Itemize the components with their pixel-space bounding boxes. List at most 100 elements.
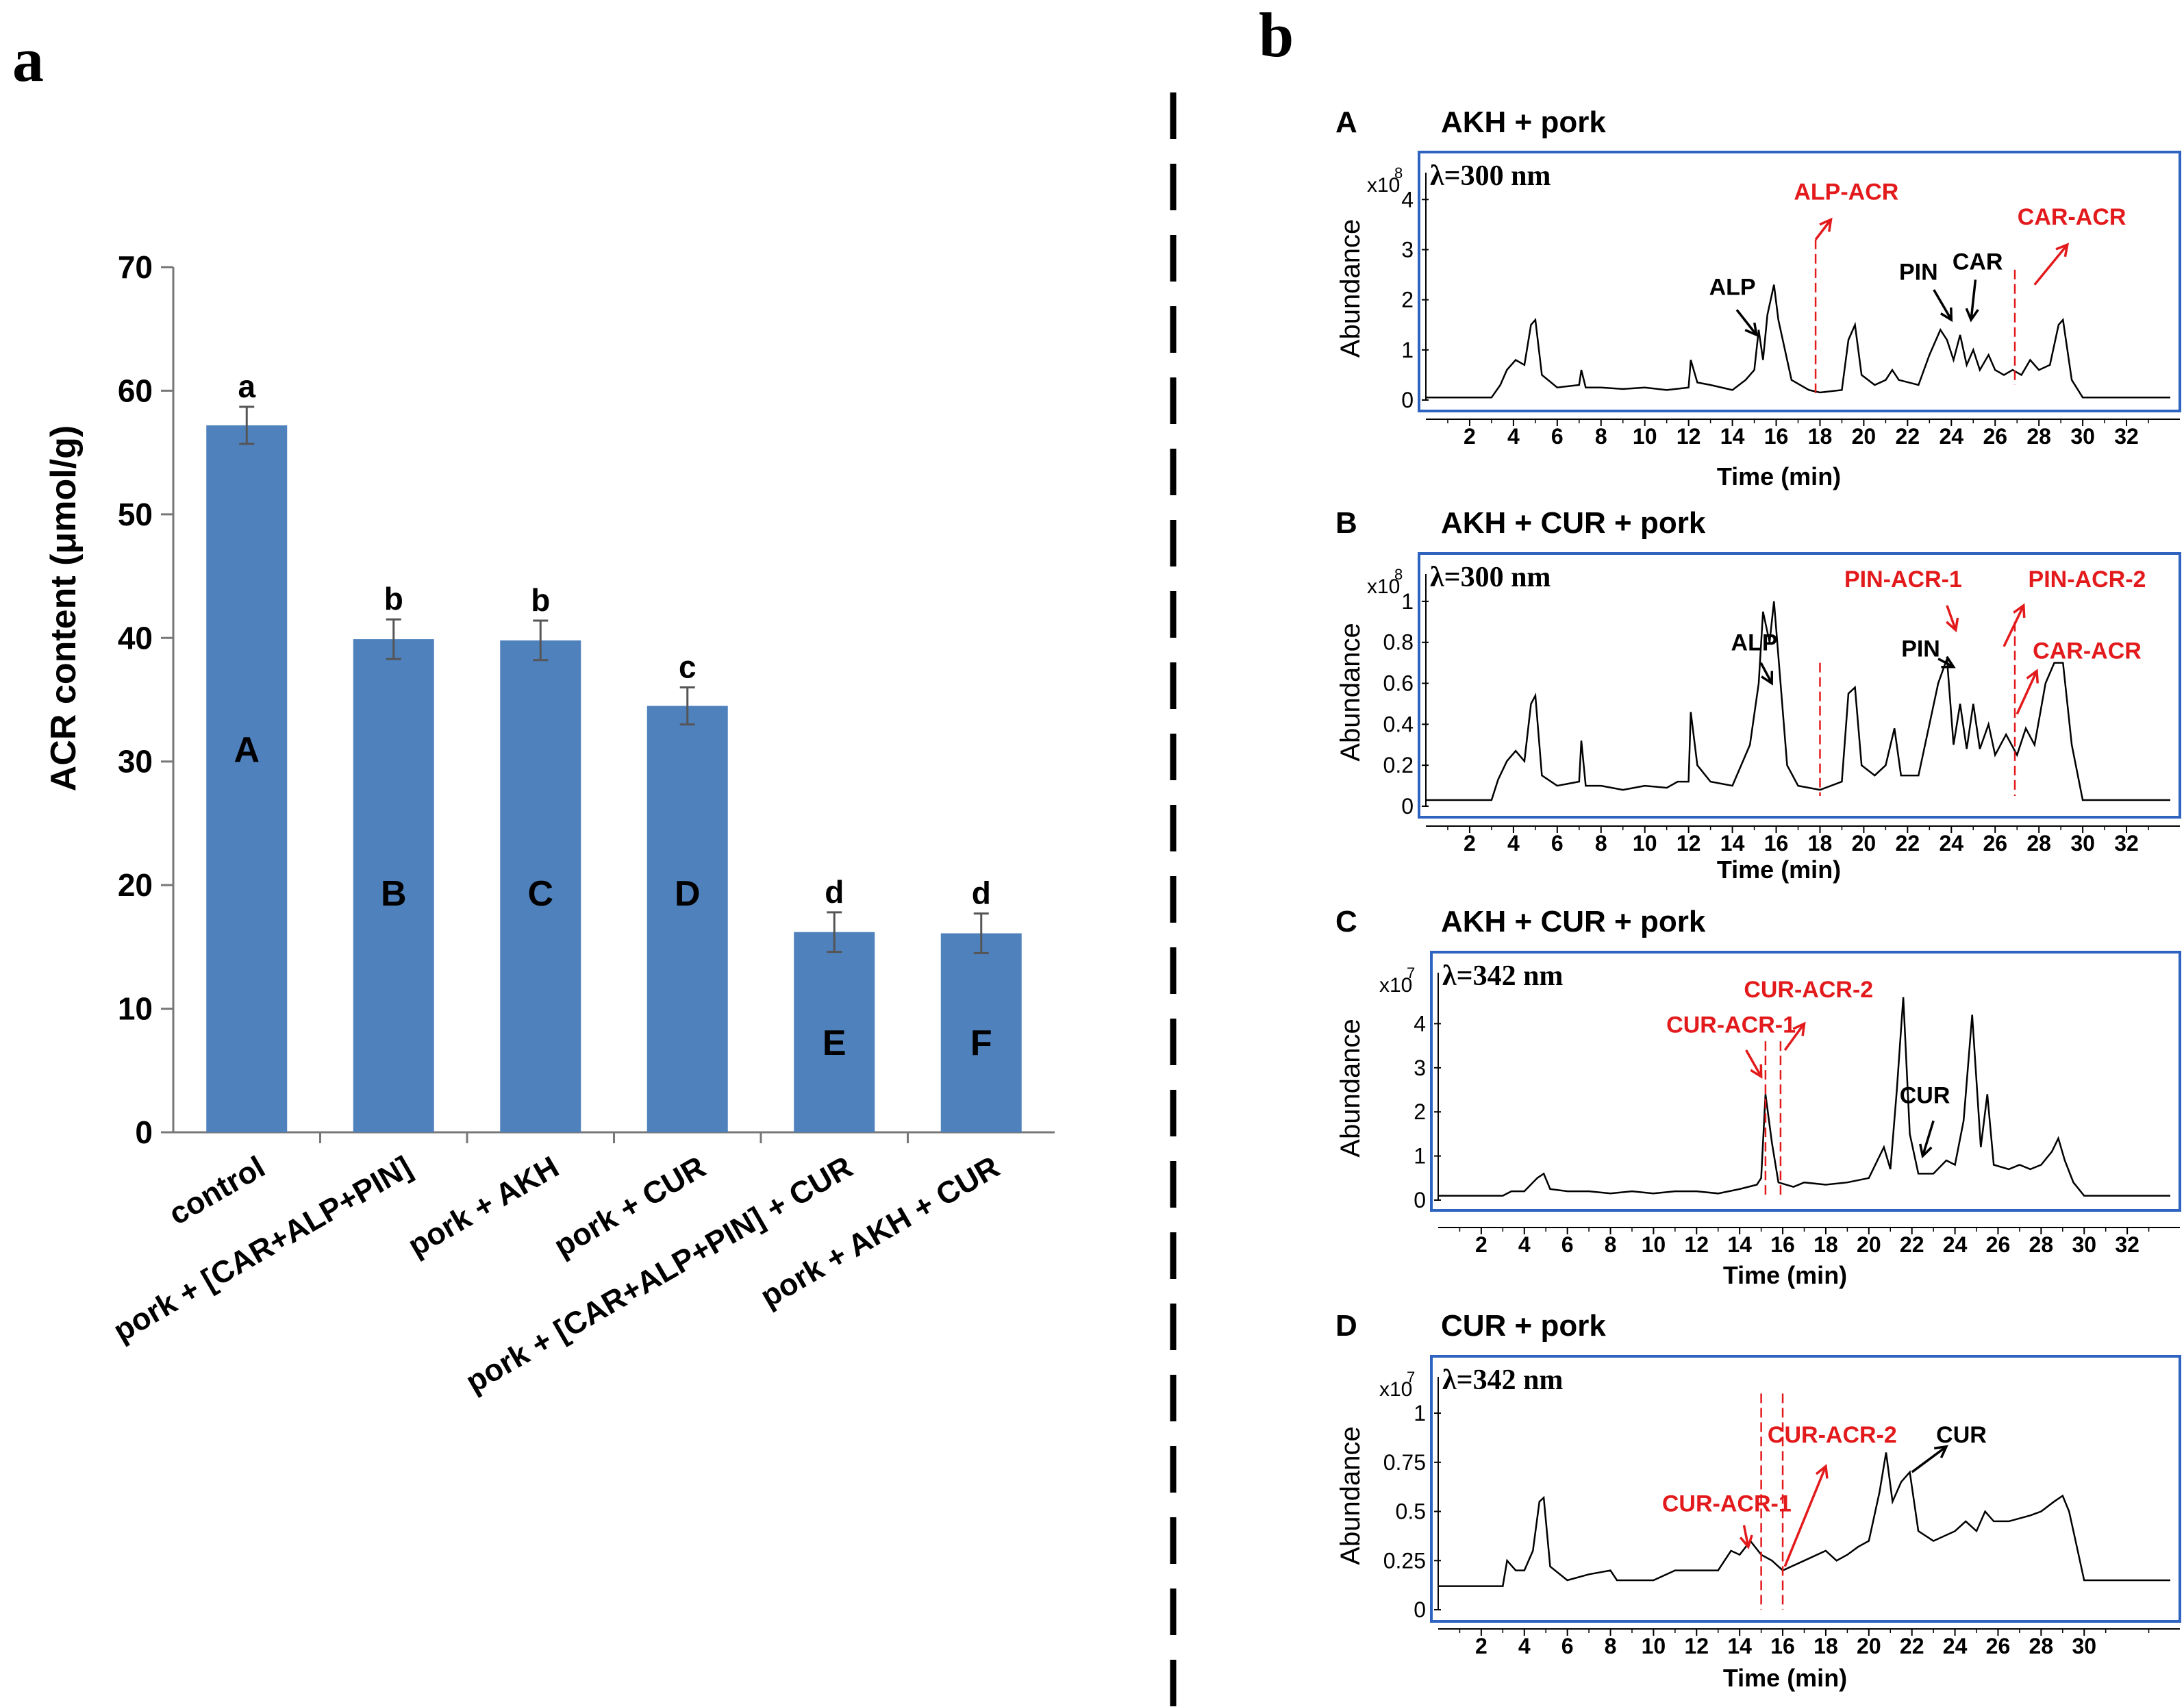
- x-tick-label: 28: [2026, 831, 2051, 856]
- annotation-arrow: [1933, 289, 1953, 321]
- y-tick-label: 1: [1414, 1144, 1426, 1169]
- bar-inner-label: B: [381, 874, 407, 914]
- x-tick-label: 22: [1900, 1634, 1924, 1658]
- peak-annotation: CAR: [1953, 249, 2003, 275]
- x-tick-label: 2: [1475, 1232, 1488, 1257]
- bar: [206, 425, 288, 1133]
- x-tick-label: 16: [1764, 831, 1789, 856]
- x-tick-label: 8: [1605, 1232, 1617, 1257]
- chromatogram-frame: [1418, 552, 2181, 819]
- x-tick-label: 4: [1507, 424, 1520, 449]
- peak-annotation: PIN: [1901, 636, 1940, 662]
- multiplier-base: x10: [1379, 974, 1412, 997]
- y-tick-label: 2: [1401, 288, 1414, 312]
- x-tick-label: 24: [1943, 1232, 1968, 1257]
- x-tick-label: 8: [1595, 424, 1607, 449]
- annotation-arrowhead: [1919, 1143, 1933, 1159]
- x-tick-label: 24: [1943, 1634, 1968, 1658]
- y-tick-label: 1: [1414, 1401, 1426, 1425]
- x-tick-label: 32: [2114, 424, 2139, 449]
- x-tick-label: 8: [1595, 831, 1607, 856]
- wavelength-label: λ=342 nm: [1442, 1365, 1563, 1396]
- multiplier-exponent: 8: [1394, 164, 1403, 182]
- bar: [353, 639, 434, 1132]
- x-tick-label: 26: [1983, 831, 2007, 856]
- x-tick-label: 18: [1808, 831, 1833, 856]
- x-tick-label: control: [163, 1149, 271, 1231]
- significance-letter: d: [972, 875, 991, 911]
- x-axis-title: Time (min): [1723, 1664, 1847, 1692]
- x-tick-label: 12: [1677, 424, 1701, 449]
- significance-letter: b: [531, 582, 550, 618]
- annotation-arrow: [1745, 1049, 1763, 1077]
- multiplier-exponent: 8: [1394, 566, 1403, 583]
- x-tick-label: 18: [1813, 1634, 1838, 1658]
- annotation-arrow: [1937, 658, 1955, 669]
- bar-inner-label: A: [234, 730, 260, 770]
- annotation-arrowhead: [1941, 656, 1956, 669]
- annotation-arrow: [1921, 1120, 1935, 1157]
- x-tick-label: pork + AKH + CUR: [755, 1149, 1005, 1314]
- significance-letter: c: [679, 649, 696, 684]
- x-tick-label: 28: [2026, 424, 2051, 449]
- peak-annotation: CUR-ACR-2: [1768, 1422, 1897, 1448]
- multiplier-base: x10: [1379, 1378, 1412, 1401]
- y-tick-label: 0: [1414, 1188, 1426, 1212]
- peak-annotation: ALP: [1709, 274, 1756, 300]
- annotation-arrow: [2016, 670, 2038, 715]
- wavelength-label: λ=300 nm: [1430, 160, 1551, 192]
- y-tick-label: 3: [1414, 1056, 1426, 1080]
- x-tick-label: pork + AKH: [402, 1149, 564, 1262]
- chromatogram-trace: [1438, 997, 2170, 1197]
- y-tick-label: 1: [1401, 338, 1414, 362]
- x-tick-label: 14: [1727, 1634, 1752, 1658]
- annotation-arrow: [1970, 279, 1977, 321]
- x-tick-label: 10: [1633, 424, 1657, 449]
- y-tick-label: 0: [1414, 1597, 1426, 1622]
- y-axis-title: Abundance: [1335, 219, 1366, 358]
- chromatogram-title: AKH + CUR + pork: [1441, 905, 1706, 938]
- x-tick-label: 20: [1852, 831, 1877, 856]
- peak-annotation: ALP: [1731, 630, 1778, 656]
- x-axis-title: Time (min): [1723, 1261, 1847, 1289]
- x-tick-label: 14: [1720, 424, 1745, 449]
- annotation-arrow: [1742, 1525, 1750, 1547]
- x-tick-label: 4: [1518, 1232, 1531, 1257]
- y-tick-label: 70: [118, 249, 153, 285]
- chromatogram-title: CUR + pork: [1441, 1309, 1606, 1343]
- y-tick-label: 0.4: [1383, 712, 1414, 736]
- x-tick-label: 4: [1518, 1634, 1531, 1658]
- wavelength-label: λ=342 nm: [1442, 960, 1563, 992]
- peak-annotation: CUR-ACR-1: [1662, 1491, 1792, 1517]
- bar-inner-label: C: [527, 874, 553, 914]
- annotation-arrowhead: [1744, 322, 1759, 337]
- x-tick-label: 10: [1642, 1232, 1666, 1257]
- significance-letter: b: [384, 581, 403, 616]
- x-tick-label: 22: [1896, 831, 1920, 856]
- x-tick-label: 16: [1770, 1634, 1795, 1658]
- multiplier-base: x10: [1367, 174, 1400, 197]
- annotation-arrowhead: [1815, 1464, 1829, 1479]
- x-tick-label: 2: [1475, 1634, 1488, 1658]
- bar: [940, 933, 1022, 1132]
- y-tick-label: 1: [1401, 589, 1414, 614]
- y-tick-label: 0.8: [1383, 630, 1414, 655]
- y-axis-title: ACR content (μmol/g): [44, 425, 84, 791]
- y-tick-label: 3: [1401, 237, 1414, 262]
- x-tick-label: 26: [1986, 1634, 2011, 1658]
- x-tick-label: 6: [1561, 1634, 1574, 1658]
- x-tick-label: 12: [1684, 1232, 1709, 1257]
- multiplier-exponent: 7: [1407, 964, 1415, 982]
- x-tick-label: 26: [1983, 424, 2007, 449]
- y-tick-label: 60: [118, 373, 153, 408]
- annotation-arrow: [1759, 662, 1773, 684]
- chromatogram-frame: [1430, 1355, 2181, 1623]
- bar-chart: ACR content (μmol/g) 0 10 20 30 40 50 60 70 a Aco…: [44, 249, 1055, 1399]
- chromatogram-title: AKH + pork: [1441, 105, 1606, 139]
- x-tick-label: 4: [1507, 831, 1520, 856]
- chromatogram-trace: [1426, 601, 2170, 801]
- y-tick-label: 0.6: [1383, 671, 1414, 696]
- x-tick-label: 24: [1939, 831, 1963, 856]
